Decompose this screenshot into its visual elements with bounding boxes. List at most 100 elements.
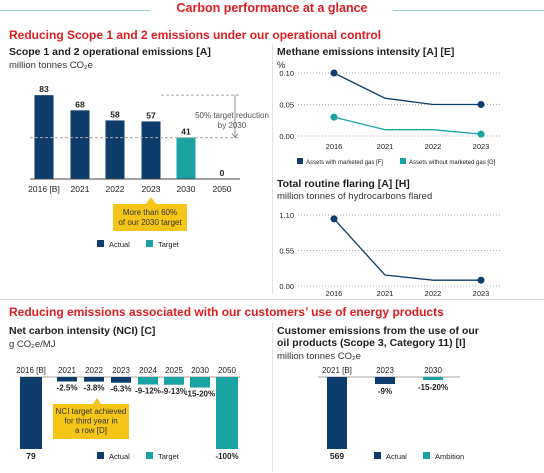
customer-tick-label-0: 2021 [B] (322, 366, 352, 375)
nci-bar-1 (57, 377, 77, 382)
nci-bar-4 (138, 377, 158, 385)
methane-series-line-0 (333, 72, 481, 106)
methane-xtick-2: 2022 (425, 142, 442, 151)
scope12-value-label-0: 83 (39, 84, 49, 94)
scope12-value-label-2: 58 (110, 109, 120, 119)
scope12-bar-1 (70, 110, 90, 179)
customer-tick-label-2: 2030 (424, 366, 442, 375)
scope12-callout-text: More than 60% of our 2030 target (118, 208, 182, 227)
methane-point-0-3 (477, 101, 485, 108)
nci-title: Net carbon intensity (NCI) [C] (9, 325, 156, 337)
scope12-tick-label-5: 2050 (213, 184, 232, 194)
scope12-value-label-3: 57 (146, 110, 156, 120)
flaring-series-line (333, 218, 481, 281)
flaring-ytick-0: 1.10 (279, 211, 294, 220)
scope12-legend-swatch-target (146, 240, 153, 247)
flaring-point-3 (477, 276, 485, 284)
nci-base-label: 79 (26, 451, 36, 461)
nci-bar-3 (111, 377, 131, 383)
section-title-customers: Reducing emissions associated with our c… (9, 305, 444, 319)
nci-legend-swatch-target (146, 452, 153, 459)
section-rule (0, 299, 544, 300)
scope12-value-label-5: 0 (220, 168, 225, 178)
methane-ytick-2: 0.00 (279, 132, 294, 141)
header-rule-right (393, 10, 544, 11)
methane-point-1-3 (477, 130, 485, 138)
scope12-value-label-4: 41 (181, 127, 191, 137)
customer-value-label-2: -15-20% (418, 383, 448, 392)
scope12-annotation: 50% target reduction by 2030 (195, 111, 269, 130)
flaring-point-0 (330, 215, 338, 223)
methane-series-line-1 (333, 116, 482, 135)
customer-legend-swatch-ambition (423, 452, 430, 459)
customer-base-label: 569 (330, 451, 344, 461)
scope12-bar-2 (105, 120, 125, 179)
flaring-ytick-1: 0.55 (279, 247, 294, 256)
nci-callout-box (53, 404, 129, 439)
customer-title: Customer emissions from the use of our o… (277, 325, 479, 349)
nci-tick-label-0: 2016 [B] (16, 366, 46, 375)
flaring-xtick-1: 2021 (377, 289, 394, 298)
nci-bar-5 (164, 377, 184, 385)
scope12-bar-3 (141, 121, 161, 179)
customer-bar-2 (423, 377, 443, 380)
nci-value-label-4: -9-12% (135, 387, 161, 396)
customer-value-label-1: -9% (378, 387, 392, 396)
scope12-title: Scope 1 and 2 operational emissions [A] (9, 46, 211, 58)
methane-legend-swatch-1 (400, 158, 406, 164)
scope12-callout-pointer (146, 197, 156, 204)
scope12-legend-actual: Actual (109, 240, 130, 249)
page-title: Carbon performance at a glance (176, 1, 368, 15)
methane-point-0-0 (330, 69, 338, 77)
scope12-tick-label-1: 2021 (71, 184, 90, 194)
methane-point-1-0 (330, 113, 338, 121)
nci-bar-6 (190, 377, 210, 388)
nci-bar-0 (20, 377, 42, 449)
methane-xtick-0: 2016 (326, 142, 343, 151)
vertical-divider-bottom (272, 322, 273, 472)
methane-legend-0: Assets with marketed gas [F] (306, 160, 383, 166)
customer-legend-ambition: Ambition (435, 452, 464, 461)
nci-subtitle: g CO₂e/MJ (9, 339, 56, 350)
nci-value-label-7: -100% (215, 452, 238, 461)
nci-value-label-5: -9-13% (161, 387, 187, 396)
nci-tick-label-6: 2030 (191, 366, 209, 375)
customer-subtitle: million tonnes CO₂e (277, 351, 361, 362)
nci-callout-text: NCI target achieved for third year in a ro… (56, 407, 127, 435)
nci-value-label-2: -3.8% (84, 384, 105, 393)
nci-tick-label-2: 2022 (85, 366, 103, 375)
nci-tick-label-5: 2025 (165, 366, 183, 375)
scope12-tick-label-3: 2023 (142, 184, 161, 194)
nci-bar-2 (84, 377, 104, 382)
scope12-ref-arrowhead (231, 133, 239, 139)
customer-tick-label-1: 2023 (376, 366, 394, 375)
customer-bar-0 (327, 377, 347, 449)
vertical-divider-top (272, 44, 273, 294)
flaring-title: Total routine flaring [A] [H] (277, 178, 410, 190)
nci-legend-swatch-actual (97, 452, 104, 459)
methane-xtick-3: 2023 (473, 142, 490, 151)
flaring-xtick-0: 2016 (326, 289, 343, 298)
scope12-subtitle: million tonnes CO₂e (9, 60, 93, 71)
customer-legend-actual: Actual (386, 452, 407, 461)
flaring-ytick-2: 0.00 (279, 282, 294, 291)
scope12-tick-label-0: 2016 [B] (28, 184, 60, 194)
methane-xtick-1: 2021 (377, 142, 394, 151)
scope12-bar-4 (176, 137, 196, 179)
scope12-tick-label-4: 2030 (177, 184, 196, 194)
nci-value-label-1: -2.5% (57, 384, 78, 393)
nci-callout-pointer (93, 398, 101, 404)
methane-ylabel: % (277, 60, 286, 71)
scope12-callout-box (113, 204, 187, 231)
scope12-bar-0 (34, 95, 54, 179)
nci-tick-label-3: 2023 (112, 366, 130, 375)
nci-bar-7 (216, 377, 238, 449)
flaring-xtick-3: 2023 (473, 289, 490, 298)
section-title-scope12: Reducing Scope 1 and 2 emissions under o… (9, 28, 382, 42)
nci-legend-actual: Actual (109, 452, 130, 461)
flaring-xtick-2: 2022 (425, 289, 442, 298)
nci-value-label-3: -6.3% (111, 385, 132, 394)
methane-legend-swatch-0 (297, 158, 303, 164)
customer-bar-1 (375, 377, 395, 384)
